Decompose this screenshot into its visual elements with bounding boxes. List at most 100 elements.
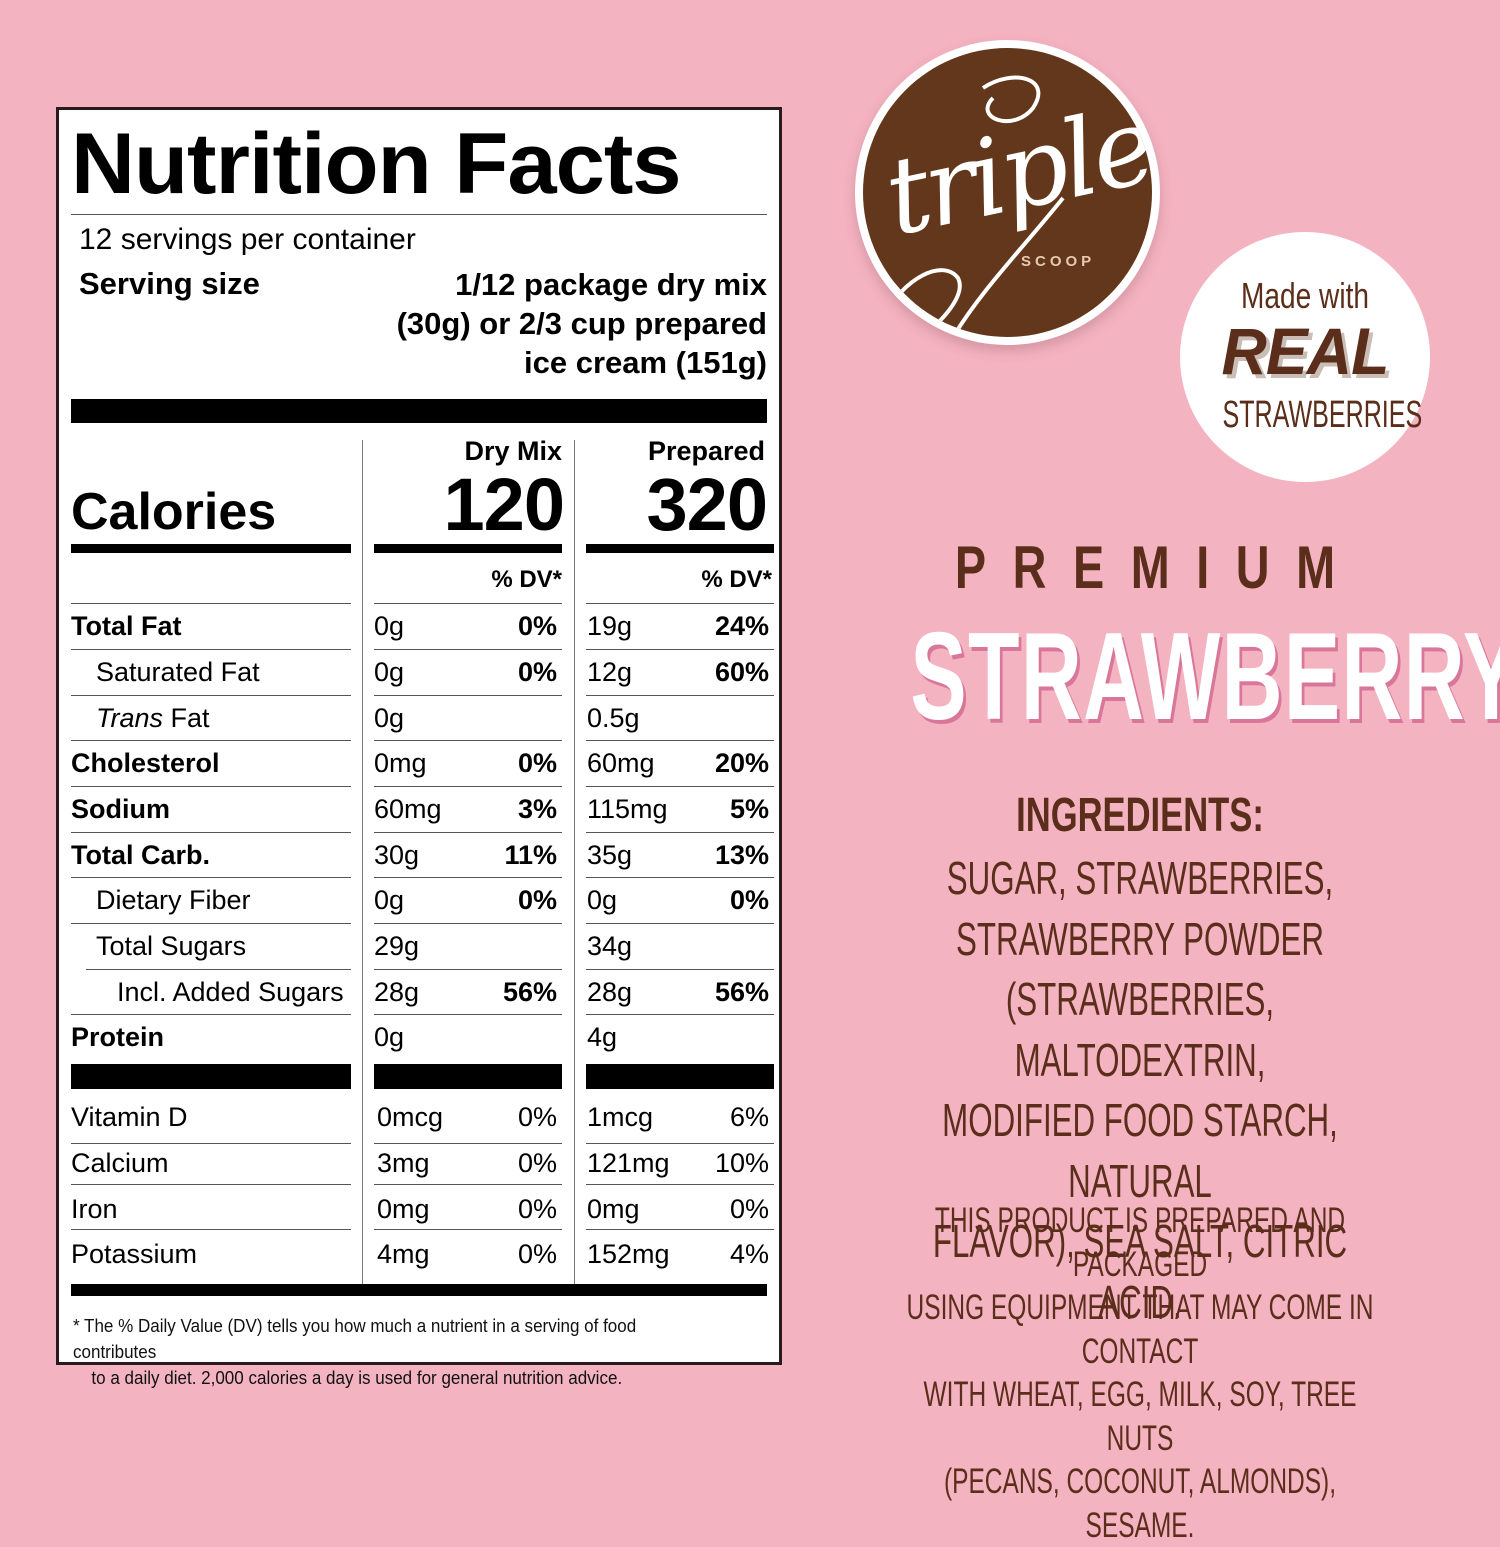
dry-amount: 0mg bbox=[377, 1194, 430, 1224]
nutrient-row-dietary-fiber: Dietary Fiber 0g 0% 0g 0% bbox=[59, 878, 779, 924]
logo-subtitle: SCOOP bbox=[1021, 253, 1096, 270]
nutrient-name: Dietary Fiber bbox=[96, 885, 251, 915]
nutrient-name: Protein bbox=[71, 1022, 165, 1052]
nutrient-name-italic: Trans bbox=[96, 703, 164, 733]
dry-amount: 3mg bbox=[377, 1148, 430, 1178]
dv-header-dry-mix: % DV* bbox=[491, 566, 562, 593]
dry-dv: 0% bbox=[517, 1148, 557, 1178]
prep-dv: 60% bbox=[714, 657, 769, 687]
flavor-heading: STRAWBERRY bbox=[910, 608, 1500, 746]
nutrient-row-cholesterol: Cholesterol 0mg 0% 60mg 20% bbox=[59, 741, 779, 787]
dry-dv: 0% bbox=[517, 657, 557, 687]
dry-dv: 0% bbox=[517, 611, 557, 641]
prep-dv: 5% bbox=[729, 794, 769, 824]
vitamins-bar bbox=[71, 1064, 351, 1089]
nutrition-facts-panel: Nutrition Facts 12 servings per containe… bbox=[56, 107, 782, 1388]
nutrient-name: Incl. Added Sugars bbox=[117, 977, 344, 1007]
prep-dv: 13% bbox=[714, 840, 769, 870]
column-header-prepared: Prepared bbox=[647, 436, 765, 466]
prep-dv: 24% bbox=[714, 611, 769, 641]
row-divider bbox=[586, 603, 774, 604]
prep-dv: 56% bbox=[714, 977, 769, 1007]
dry-dv: 0% bbox=[517, 885, 557, 915]
badge-line-3: STRAWBERRIES bbox=[1222, 394, 1423, 436]
column-separator bbox=[574, 440, 575, 1284]
calories-bar bbox=[586, 544, 774, 553]
calories-prepared: 320 bbox=[646, 463, 768, 546]
dry-dv: 11% bbox=[504, 840, 557, 870]
dry-amount: 0mg bbox=[374, 748, 427, 778]
serving-size-value: 1/12 package dry mix (30g) or 2/3 cup pr… bbox=[396, 267, 767, 380]
dv-header-prepared: % DV* bbox=[701, 566, 772, 593]
prep-dv: 0% bbox=[729, 1194, 769, 1224]
column-separator bbox=[362, 440, 363, 1284]
prep-amount: 0mg bbox=[587, 1194, 640, 1224]
ingredients-title: INGREDIENTS: bbox=[1016, 789, 1264, 842]
calories-dry-mix: 120 bbox=[443, 463, 565, 546]
dry-amount: 0g bbox=[374, 1022, 405, 1052]
prep-amount: 121mg bbox=[587, 1148, 670, 1178]
thick-divider bbox=[71, 399, 767, 423]
nutrient-name: Cholesterol bbox=[71, 748, 220, 778]
dry-dv: 56% bbox=[502, 977, 557, 1007]
prep-dv: 4% bbox=[729, 1239, 769, 1269]
column-header-dry-mix: Dry Mix bbox=[464, 436, 562, 466]
nutrient-row-protein: Protein 0g 4g bbox=[59, 1015, 779, 1061]
logo-circle: triple SCOOP bbox=[863, 48, 1152, 337]
dry-amount: 0g bbox=[374, 657, 405, 687]
calories-bar bbox=[71, 544, 351, 553]
prep-amount: 28g bbox=[587, 977, 633, 1007]
dry-amount: 0mcg bbox=[377, 1102, 444, 1132]
nutrient-row-added-sugars: Incl. Added Sugars 28g 56% 28g 56% bbox=[59, 970, 779, 1016]
nutrient-name: Sodium bbox=[71, 794, 170, 824]
dry-amount: 4mg bbox=[377, 1239, 430, 1269]
dry-dv: 3% bbox=[517, 794, 557, 824]
vitamin-row-calcium: Calcium 3mg 0% 121mg 10% bbox=[59, 1141, 779, 1187]
vitamin-name: Iron bbox=[71, 1194, 118, 1224]
prep-amount: 4g bbox=[587, 1022, 618, 1052]
vitamin-row-potassium: Potassium 4mg 0% 152mg 4% bbox=[59, 1232, 779, 1278]
nutrient-row-total-carb: Total Carb. 30g 11% 35g 13% bbox=[59, 833, 779, 879]
vitamin-name: Vitamin D bbox=[71, 1102, 188, 1132]
dry-dv: 0% bbox=[517, 1194, 557, 1224]
prep-dv: 0% bbox=[729, 885, 769, 915]
dry-amount: 0g bbox=[374, 611, 405, 641]
divider bbox=[71, 214, 767, 215]
badge-line-1: Made with bbox=[1241, 275, 1369, 316]
prep-amount: 12g bbox=[587, 657, 633, 687]
dry-amount: 0g bbox=[374, 885, 405, 915]
real-strawberries-badge: Made with REAL STRAWBERRIES bbox=[1180, 232, 1430, 482]
vitamin-row-iron: Iron 0mg 0% 0mg 0% bbox=[59, 1187, 779, 1233]
vitamin-name: Potassium bbox=[71, 1239, 198, 1269]
vitamin-row-vitamin-d: Vitamin D 0mcg 0% 1mcg 6% bbox=[59, 1095, 779, 1141]
vitamins-bar bbox=[374, 1064, 562, 1089]
bottom-thick-bar bbox=[71, 1284, 767, 1296]
prep-amount: 0.5g bbox=[587, 703, 640, 733]
triple-scoop-logo: triple SCOOP bbox=[855, 40, 1160, 345]
dry-amount: 0g bbox=[374, 703, 405, 733]
dry-amount: 28g bbox=[374, 977, 420, 1007]
nutrient-row-sodium: Sodium 60mg 3% 115mg 5% bbox=[59, 787, 779, 833]
dry-dv: 0% bbox=[517, 1102, 557, 1132]
premium-heading: PREMIUM bbox=[954, 534, 1362, 601]
nutrient-row-saturated-fat: Saturated Fat 0g 0% 12g 60% bbox=[59, 650, 779, 696]
prep-amount: 0g bbox=[587, 885, 618, 915]
row-divider bbox=[71, 603, 351, 604]
nutrient-name: Total Sugars bbox=[96, 931, 247, 961]
allergen-statement: THIS PRODUCT IS PREPARED AND PACKAGED US… bbox=[906, 1201, 1374, 1545]
ingredients-list: SUGAR, STRAWBERRIES, STRAWBERRY POWDER (… bbox=[932, 852, 1348, 1328]
dry-amount: 60mg bbox=[374, 794, 442, 824]
nutrition-facts-title: Nutrition Facts bbox=[71, 116, 682, 212]
dry-dv: 0% bbox=[517, 1239, 557, 1269]
calories-bar bbox=[374, 544, 562, 553]
calories-label: Calories bbox=[71, 483, 277, 541]
nutrient-name-rest: Fat bbox=[163, 703, 210, 733]
logo-swash-icon bbox=[881, 75, 1065, 337]
prep-dv: 20% bbox=[714, 748, 769, 778]
prep-amount: 35g bbox=[587, 840, 633, 870]
nutrient-row-total-sugars: Total Sugars 29g 34g bbox=[59, 924, 779, 970]
nutrient-name: Total Carb. bbox=[71, 840, 211, 870]
dry-amount: 29g bbox=[374, 931, 420, 961]
nutrient-name: Total Fat bbox=[71, 611, 182, 641]
prep-amount: 34g bbox=[587, 931, 633, 961]
